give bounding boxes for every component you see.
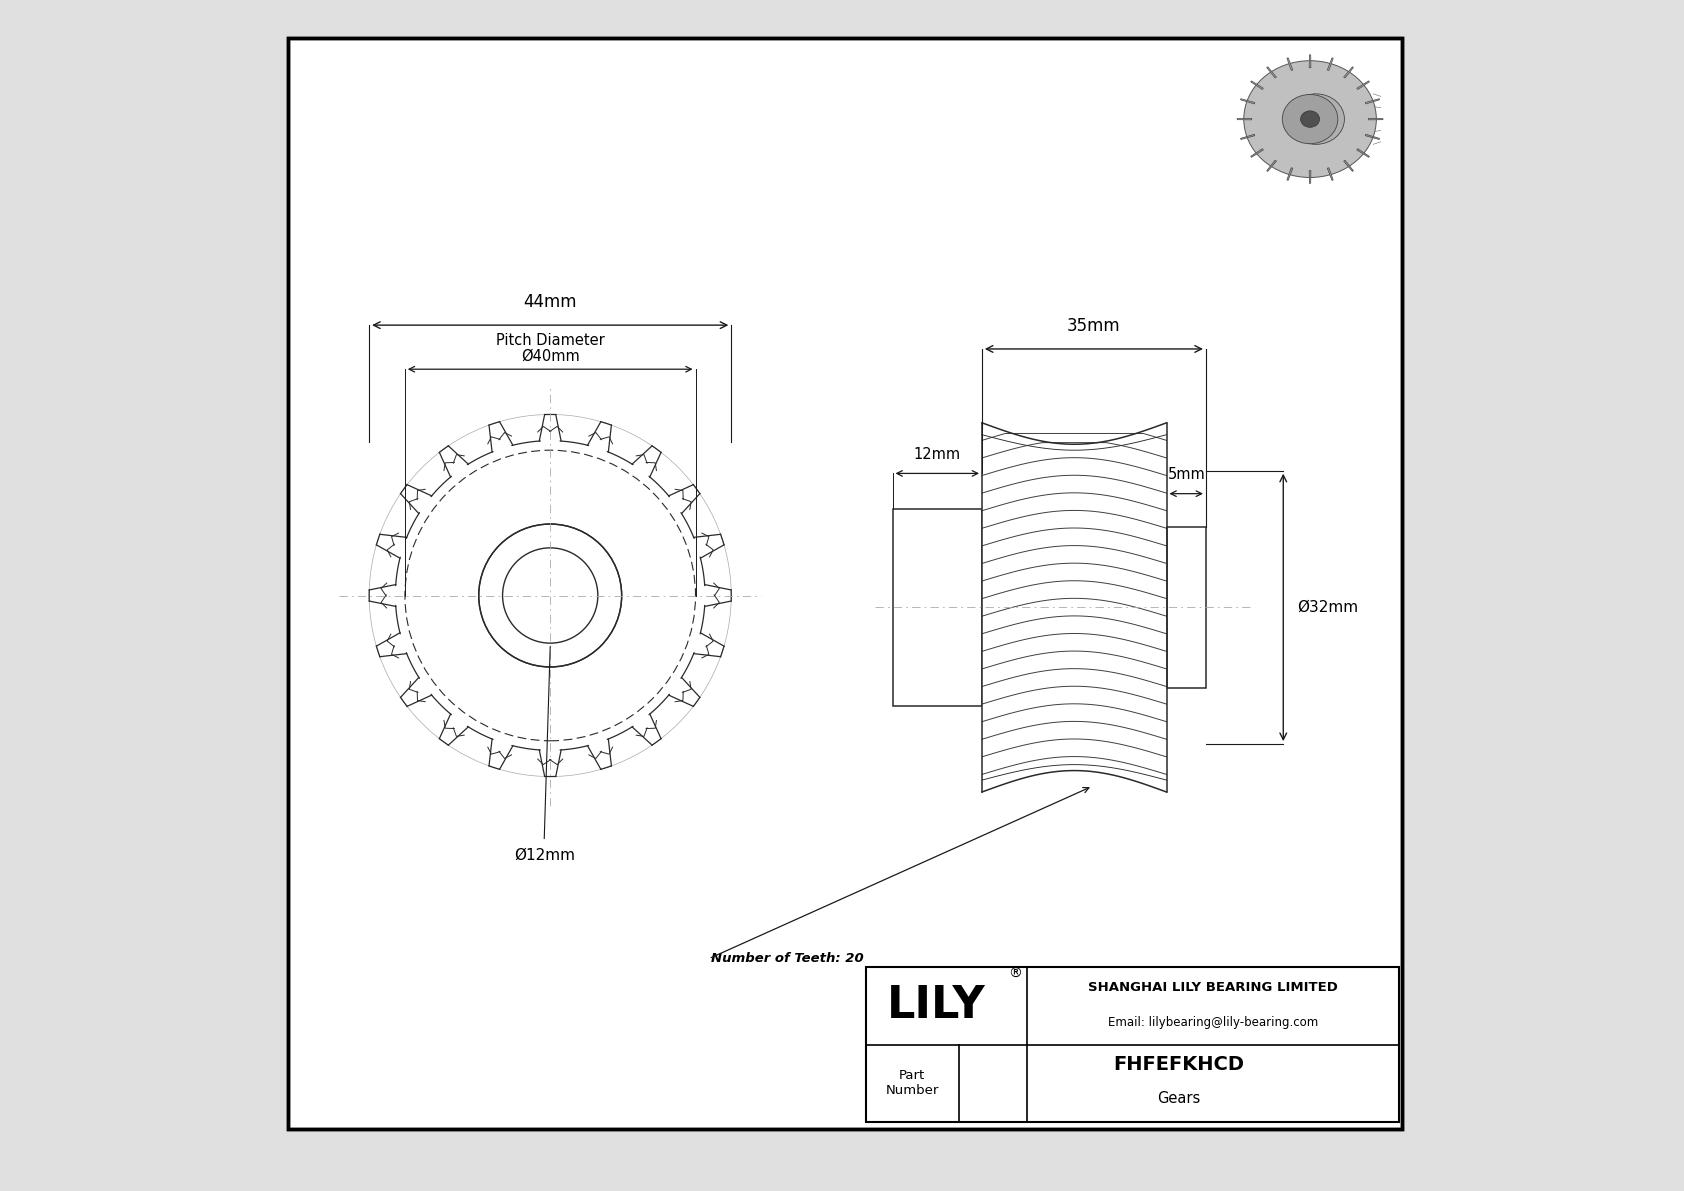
- Text: SHANGHAI LILY BEARING LIMITED: SHANGHAI LILY BEARING LIMITED: [1088, 981, 1337, 994]
- Polygon shape: [1357, 149, 1369, 157]
- Polygon shape: [1266, 161, 1276, 172]
- Polygon shape: [1366, 99, 1379, 104]
- Polygon shape: [1357, 81, 1369, 89]
- Text: Ø12mm: Ø12mm: [514, 848, 574, 863]
- Text: 35mm: 35mm: [1068, 317, 1122, 335]
- Polygon shape: [1251, 81, 1263, 89]
- Bar: [866, 967, 1399, 1122]
- Polygon shape: [1238, 118, 1251, 120]
- Polygon shape: [1241, 99, 1255, 104]
- Polygon shape: [1266, 67, 1276, 77]
- Ellipse shape: [1288, 94, 1344, 144]
- Polygon shape: [1287, 58, 1293, 70]
- Text: Ø40mm: Ø40mm: [520, 348, 579, 363]
- Polygon shape: [1327, 168, 1334, 180]
- Ellipse shape: [1282, 94, 1337, 144]
- Text: 44mm: 44mm: [524, 293, 578, 311]
- Polygon shape: [1344, 161, 1354, 172]
- Polygon shape: [1251, 149, 1263, 157]
- Text: Part
Number: Part Number: [886, 1070, 940, 1097]
- Polygon shape: [1327, 58, 1334, 70]
- Text: Ø32mm: Ø32mm: [1298, 600, 1359, 615]
- Text: 5mm: 5mm: [1167, 467, 1206, 481]
- Polygon shape: [1344, 67, 1354, 77]
- Polygon shape: [1308, 55, 1310, 68]
- Ellipse shape: [1300, 111, 1320, 127]
- Bar: [893, 510, 982, 705]
- Ellipse shape: [1244, 61, 1376, 177]
- Text: LILY: LILY: [887, 984, 987, 1028]
- Text: Email: lilybearing@lily-bearing.com: Email: lilybearing@lily-bearing.com: [1108, 1016, 1319, 1029]
- Text: FHFEFKHCD: FHFEFKHCD: [1113, 1055, 1244, 1073]
- Text: ®: ®: [1009, 967, 1022, 980]
- Circle shape: [369, 414, 731, 777]
- Polygon shape: [1369, 118, 1383, 120]
- Polygon shape: [1308, 170, 1310, 183]
- Text: Pitch Diameter: Pitch Diameter: [495, 332, 605, 348]
- Bar: [1167, 526, 1206, 688]
- Polygon shape: [1241, 135, 1255, 139]
- Polygon shape: [982, 423, 1167, 792]
- Polygon shape: [1287, 168, 1293, 180]
- Text: Gears: Gears: [1157, 1091, 1201, 1106]
- Text: 12mm: 12mm: [914, 447, 962, 461]
- Polygon shape: [1366, 135, 1379, 139]
- Text: Number of Teeth: 20: Number of Teeth: 20: [711, 953, 864, 965]
